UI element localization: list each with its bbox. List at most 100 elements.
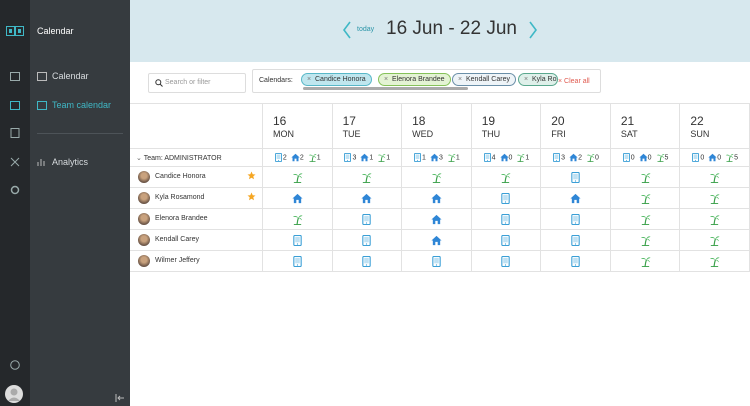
count-value: 1: [455, 154, 460, 162]
count-icon: [413, 153, 422, 162]
day-counts: 0 0 5: [610, 148, 681, 167]
count: 0: [639, 153, 652, 162]
day-header: 21 SAT: [610, 103, 681, 149]
count-icon: [569, 153, 578, 162]
count: 3: [430, 153, 443, 162]
person-cell: Kendall Carey: [130, 229, 263, 251]
day-date: 17: [342, 114, 356, 128]
person-cell: Kyla Rosamond: [130, 187, 263, 209]
help-icon[interactable]: [10, 360, 20, 370]
count-value: 2: [578, 154, 582, 162]
count: 4: [483, 153, 496, 162]
today-button[interactable]: today: [357, 26, 375, 33]
day-counts: 4 0 1: [471, 148, 542, 167]
day-header: 18 WED: [401, 103, 472, 149]
person-cell: Wilmer Jeffery: [130, 250, 263, 272]
count: 1: [360, 153, 373, 162]
count-icon: [308, 153, 317, 162]
person-row: Kendall Carey: [130, 229, 750, 251]
count: 2: [274, 153, 287, 162]
clear-label: Clear all: [564, 78, 590, 85]
calendar-chip[interactable]: Candice Honora: [301, 73, 372, 86]
calendar-chip[interactable]: Kyla Ros: [518, 73, 558, 86]
date-range: 16 Jun - 22 Jun: [386, 18, 517, 39]
count-value: 0: [594, 154, 599, 162]
day-date: 18: [412, 114, 426, 128]
count: 2: [569, 153, 582, 162]
count-value: 0: [700, 154, 705, 162]
day-weekday: TUE: [342, 129, 361, 139]
person-name: Wilmer Jeffery: [155, 257, 200, 264]
count-value: 1: [386, 154, 391, 162]
count-value: 2: [299, 154, 304, 162]
count-value: 5: [664, 154, 669, 162]
count-icon: [691, 153, 700, 162]
menu-item[interactable]: Calendar: [30, 65, 130, 87]
count-value: 0: [717, 154, 722, 162]
logo: [6, 26, 24, 36]
count-value: 3: [352, 154, 357, 162]
menu-label: Team calendar: [52, 100, 112, 110]
star[interactable]: [247, 171, 256, 180]
day-date: 16: [273, 114, 287, 128]
count-icon: [586, 153, 595, 162]
day-header: 17 TUE: [332, 103, 403, 149]
count-group: 3 2 0: [541, 153, 610, 162]
day-counts: 0 0 5: [679, 148, 750, 167]
count: 0: [691, 153, 704, 162]
count: 2: [291, 153, 304, 162]
scrollbar: [303, 87, 468, 90]
menu-item[interactable]: Analytics: [30, 151, 130, 173]
count: 0: [622, 153, 635, 162]
calendar-chip[interactable]: Kendall Carey: [452, 73, 516, 86]
day-weekday: THU: [481, 129, 501, 139]
count-group: 4 0 1: [472, 153, 541, 162]
count: 1: [413, 153, 426, 162]
user-avatar[interactable]: [5, 385, 23, 403]
day-header: 19 THU: [471, 103, 542, 149]
corner-cell: [130, 103, 263, 149]
day-counts: 2 2 1: [262, 148, 333, 167]
menu-label: Analytics: [52, 157, 89, 167]
count-value: 4: [491, 154, 496, 162]
day-weekday: WED: [412, 129, 434, 139]
count: 1: [308, 153, 321, 162]
person-name: Elenora Brandee: [155, 215, 208, 222]
collapse-button[interactable]: [115, 393, 125, 403]
count: 1: [516, 153, 529, 162]
menu-item[interactable]: Team calendar: [30, 94, 130, 116]
team-row: ⌄ Team: ADMINISTRATOR 2 2 1 3 1 1 1 3 1 4 0 1 3 2 0 0 0 5 0…: [130, 148, 750, 167]
app-title: Calendar: [37, 26, 74, 36]
clear-all[interactable]: × Clear all: [558, 78, 590, 85]
person-cell: Candice Honora: [130, 166, 263, 188]
count: 3: [552, 153, 565, 162]
day-header-row: 16 MON 17 TUE 18 WED 19 THU 20 FRI 21 SAT 22 SUN: [130, 103, 750, 149]
day-counts: 1 3 1: [401, 148, 472, 167]
count: 0: [586, 153, 599, 162]
nav-icon[interactable]: [10, 185, 20, 195]
nav-icon[interactable]: [10, 128, 20, 138]
nav-icon[interactable]: [10, 157, 20, 167]
team-name: Team: ADMINISTRATOR: [143, 154, 222, 162]
search-box[interactable]: Search or filter: [148, 73, 246, 93]
person-row: Wilmer Jeffery: [130, 250, 750, 272]
count: 3: [343, 153, 356, 162]
next-week[interactable]: [528, 20, 538, 40]
count-value: 5: [734, 154, 739, 162]
calendar-chip[interactable]: Elenora Brandee: [378, 73, 451, 86]
star[interactable]: [247, 192, 256, 201]
search-placeholder: Search or filter: [165, 79, 211, 86]
nav-icon[interactable]: [10, 71, 20, 81]
count-icon: [377, 153, 386, 162]
team-table: 16 MON 17 TUE 18 WED 19 THU 20 FRI 21 SAT 22 SUN ⌄ Te…: [130, 103, 750, 272]
count-value: 1: [316, 154, 321, 162]
team-cell[interactable]: ⌄ Team: ADMINISTRATOR: [130, 148, 263, 167]
count: 1: [377, 153, 390, 162]
day-header: 20 FRI: [540, 103, 611, 149]
count-value: 1: [525, 154, 530, 162]
nav-icon[interactable]: [10, 100, 20, 110]
count-value: 3: [438, 154, 443, 162]
day-header: 22 SUN: [679, 103, 750, 149]
icon-rail: [0, 0, 30, 406]
prev-week[interactable]: [342, 20, 352, 40]
